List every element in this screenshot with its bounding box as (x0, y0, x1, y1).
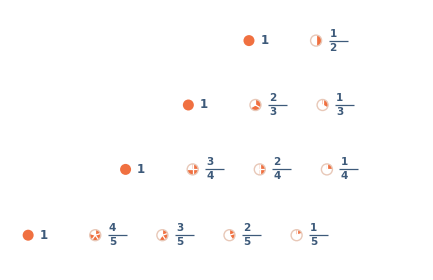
Wedge shape (251, 99, 261, 111)
Text: 5: 5 (243, 237, 250, 247)
Wedge shape (260, 164, 265, 175)
Circle shape (250, 99, 261, 111)
Text: 2: 2 (273, 157, 281, 167)
Circle shape (243, 35, 255, 46)
Text: 2: 2 (243, 223, 250, 233)
Circle shape (187, 164, 198, 175)
Wedge shape (90, 230, 101, 241)
Circle shape (321, 164, 333, 175)
Circle shape (254, 164, 265, 175)
Text: 2: 2 (330, 43, 337, 53)
Text: 3: 3 (206, 157, 213, 167)
Text: 4: 4 (273, 171, 281, 181)
Circle shape (23, 230, 34, 241)
Text: 4: 4 (206, 171, 213, 181)
Circle shape (183, 99, 194, 111)
Text: 3: 3 (269, 107, 276, 117)
Text: 5: 5 (310, 237, 317, 247)
Circle shape (310, 35, 322, 46)
Wedge shape (229, 230, 235, 240)
Wedge shape (323, 99, 328, 108)
Text: 3: 3 (336, 107, 343, 117)
Text: 3: 3 (176, 223, 183, 233)
Text: 1: 1 (40, 229, 48, 242)
Text: 1: 1 (200, 99, 208, 111)
Circle shape (224, 230, 235, 241)
Circle shape (90, 230, 101, 241)
Circle shape (291, 230, 302, 241)
Text: 1: 1 (340, 157, 348, 167)
Text: 1: 1 (137, 163, 145, 176)
Text: 1: 1 (261, 34, 268, 47)
Circle shape (317, 99, 328, 111)
Wedge shape (187, 164, 198, 175)
Wedge shape (159, 230, 168, 241)
Wedge shape (297, 230, 302, 235)
Text: 2: 2 (269, 93, 276, 103)
Text: 4: 4 (340, 171, 348, 181)
Text: 5: 5 (109, 237, 116, 247)
Text: 4: 4 (109, 223, 116, 233)
Text: 1: 1 (310, 223, 317, 233)
Circle shape (157, 230, 168, 241)
Circle shape (120, 164, 131, 175)
Wedge shape (327, 164, 333, 169)
Text: 1: 1 (330, 29, 337, 39)
Wedge shape (316, 35, 322, 46)
Text: 5: 5 (176, 237, 183, 247)
Text: 1: 1 (336, 93, 343, 103)
